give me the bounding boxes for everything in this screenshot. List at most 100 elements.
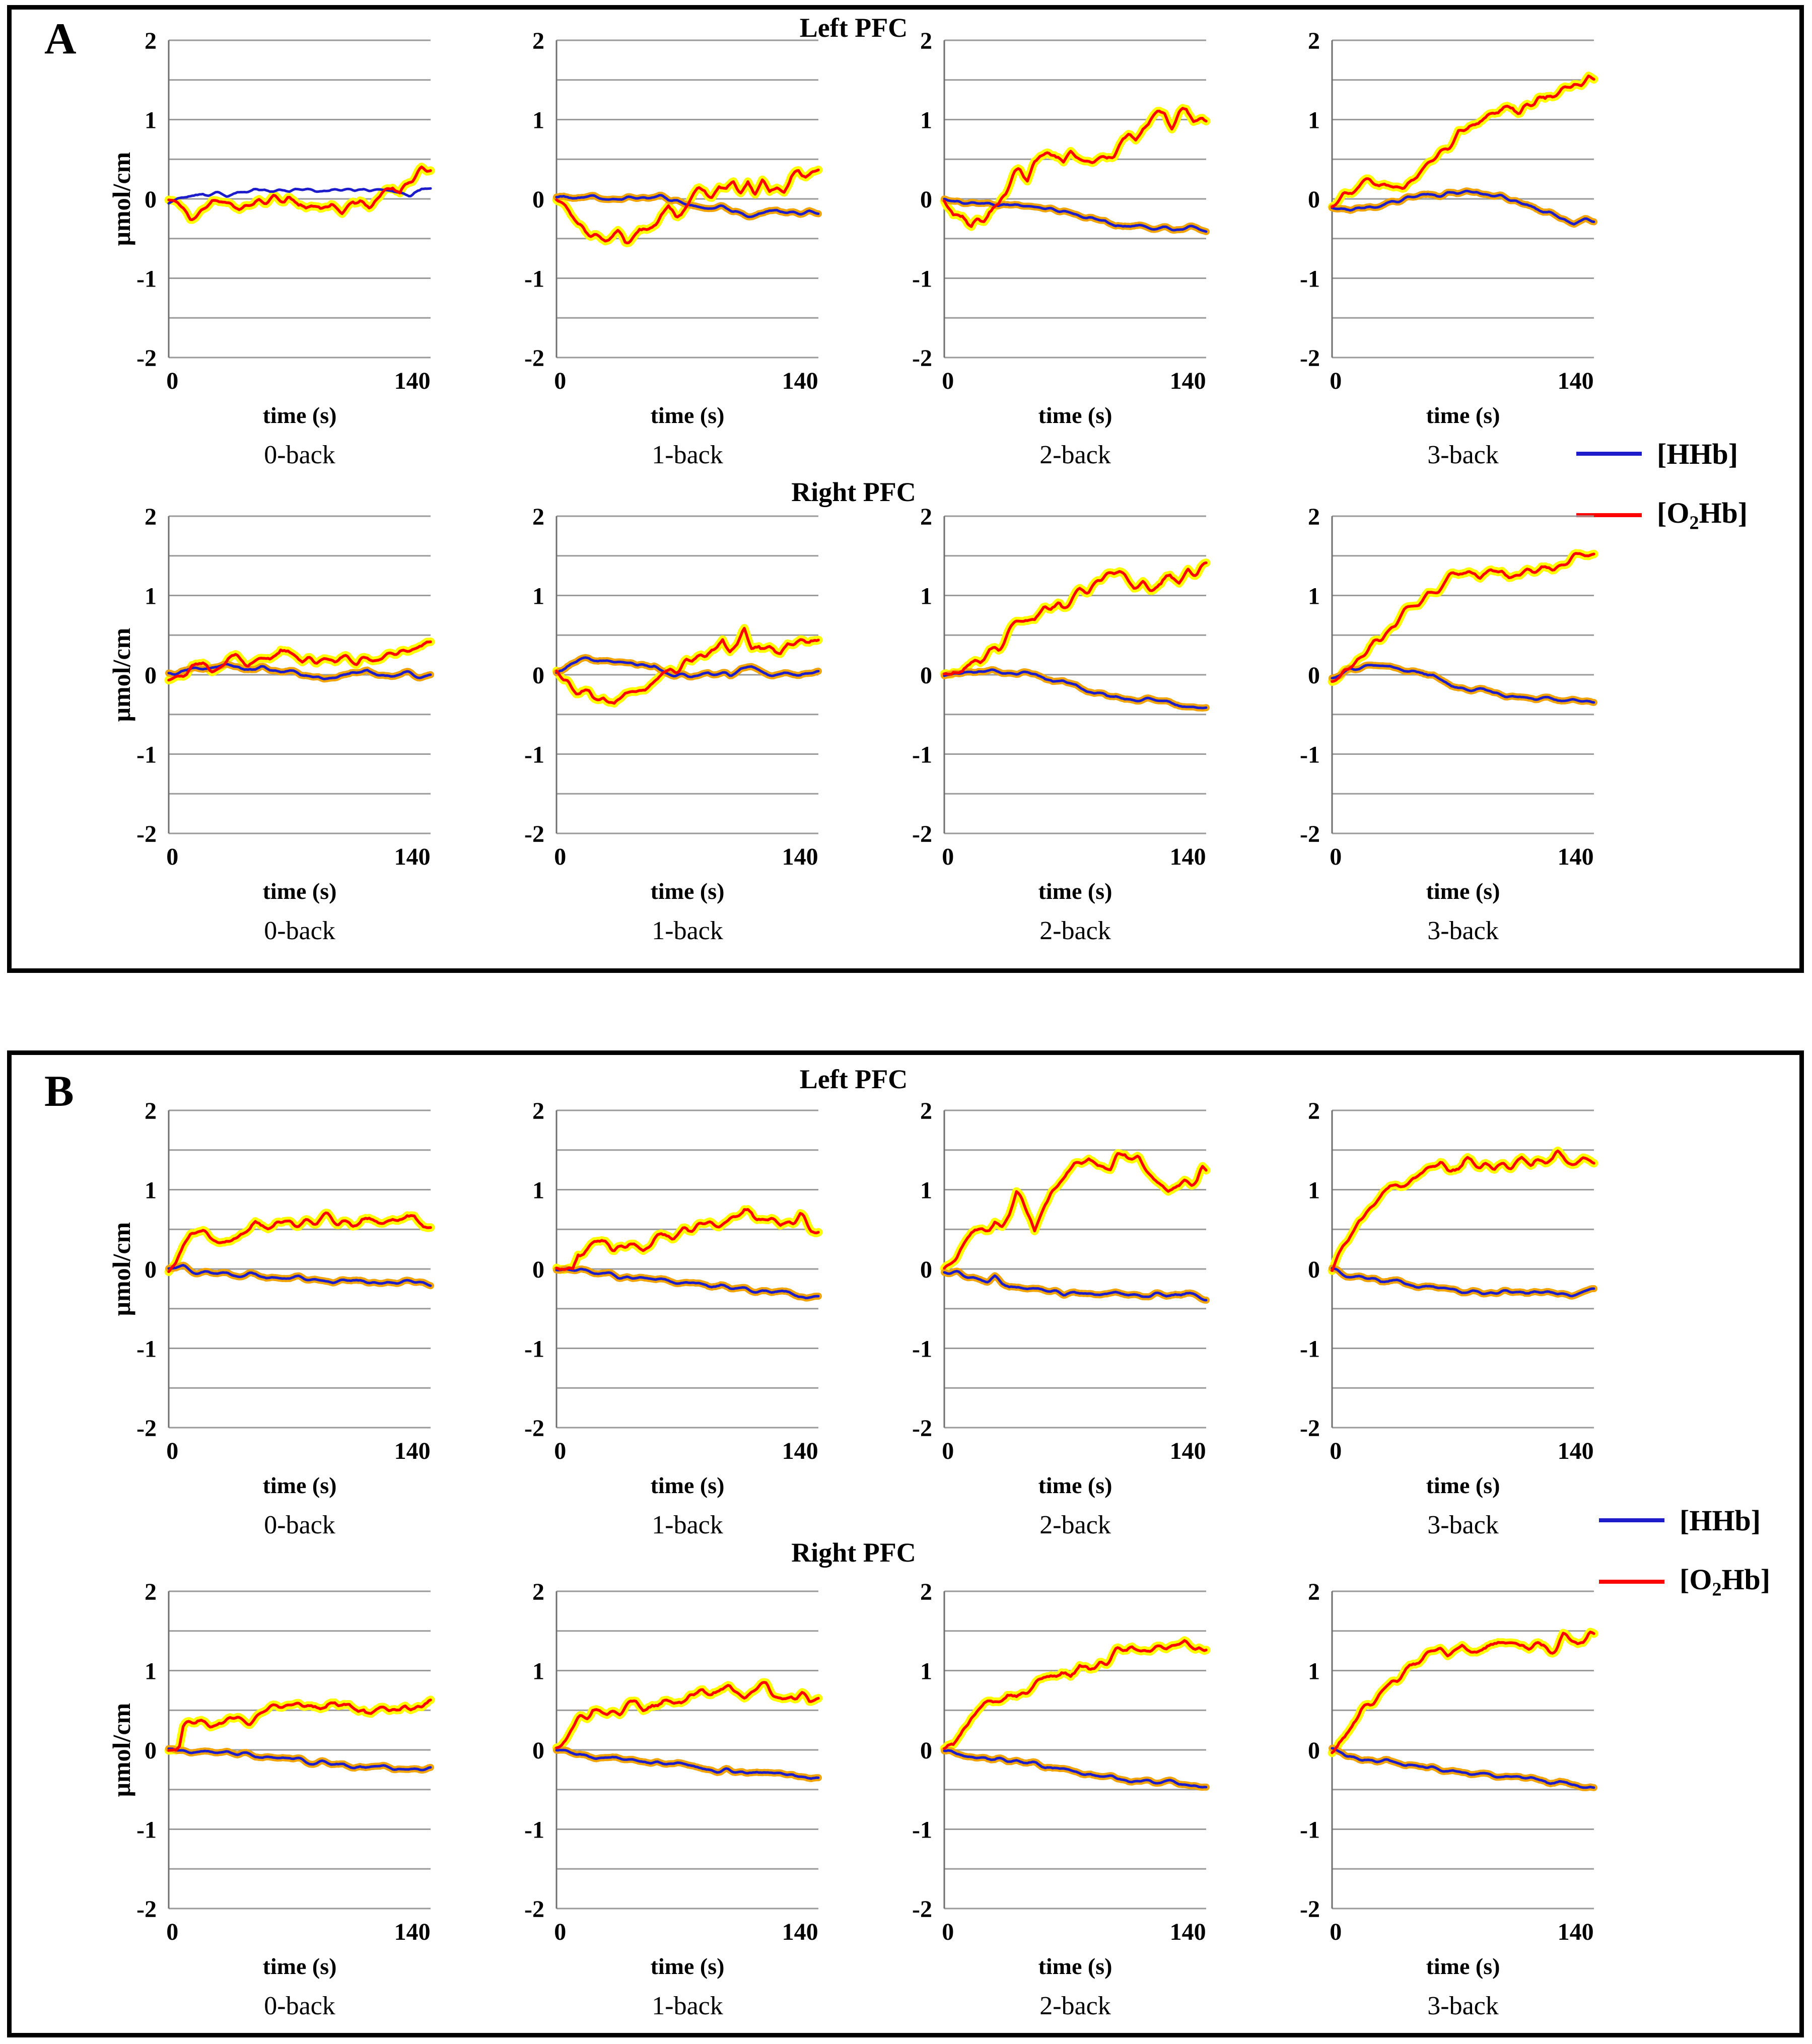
y-tick-label: 2: [532, 506, 544, 530]
o2hb-halo: [940, 1149, 1211, 1273]
y-tick-label: 1: [1308, 107, 1320, 134]
x-tick-label: 0: [942, 1438, 954, 1464]
y-tick-label: 0: [1308, 1737, 1320, 1764]
y-tick-label: 2: [920, 1581, 932, 1605]
chart-svg: 2 1 0 -1 -2 0 140 time (s) 3-back: [1300, 504, 1598, 945]
hhb-trace: [167, 663, 432, 680]
y-tick-label: -1: [1300, 1817, 1320, 1844]
o2hb-halo: [164, 1209, 435, 1276]
hhb-halo: [1329, 661, 1597, 706]
x-axis-label: time (s): [263, 402, 337, 428]
chart-b-right-pfc-1-back: 2 1 0 -1 -2 0 140 time (s) 1-back: [499, 1579, 851, 2027]
chart-svg: 2 1 0 -1 -2 0 140 time (s) 1-back: [524, 1579, 823, 2020]
y-tick-label: -1: [524, 1336, 544, 1363]
o2hb-trace: [555, 1681, 820, 1749]
o2hb-trace: [943, 1639, 1208, 1750]
legend-hhb-label: [HHb]: [1680, 1504, 1761, 1537]
y-tick-label: 1: [920, 107, 932, 134]
x-tick-label: 140: [1558, 843, 1594, 870]
chart-a-right-pfc-0-back: 2 1 0 -1 -2 0 140 time (s) 0-back μmol/cm: [107, 504, 463, 952]
x-axis-label: time (s): [651, 878, 725, 904]
y-tick-label: -2: [1300, 821, 1320, 848]
y-tick-label: -2: [912, 821, 932, 848]
x-tick-label: 0: [554, 368, 566, 394]
chart-svg: 2 1 0 -1 -2 0 140 time (s) 2-back: [912, 504, 1211, 945]
o2hb-trace: [167, 640, 432, 682]
y-tick-label: 0: [145, 662, 157, 689]
y-tick-label: 0: [920, 186, 932, 213]
panel-a-letter: A: [44, 15, 77, 63]
legend-hhb-label: [HHb]: [1657, 437, 1738, 470]
o2hb-trace: [943, 561, 1208, 676]
panel-b-left-pfc-title: Left PFC: [799, 1064, 908, 1094]
y-tick-label: 2: [920, 1100, 932, 1124]
x-axis-label: time (s): [1426, 1472, 1500, 1498]
legend-row-o2hb: [O2Hb]: [1576, 484, 1748, 546]
hhb-trace: [555, 1748, 820, 1780]
y-tick-label: 0: [920, 1737, 932, 1764]
y-tick-label: 2: [145, 1581, 157, 1605]
y-tick-label: 0: [145, 1737, 157, 1764]
chart-svg: 2 1 0 -1 -2 0 140 time (s) 0-back μmol/cm: [107, 1579, 435, 2020]
task-label: 1-back: [652, 441, 723, 469]
y-tick-label: 1: [920, 1658, 932, 1685]
o2hb-halo: [164, 163, 435, 224]
hhb-trace: [943, 1749, 1208, 1789]
x-tick-label: 0: [554, 843, 566, 870]
y-tick-label: -1: [524, 266, 544, 293]
hhb-trace: [167, 1747, 432, 1772]
x-tick-label: 140: [1558, 1919, 1594, 1945]
task-label: 2-back: [1039, 1992, 1110, 2020]
y-tick-label: -1: [1300, 266, 1320, 293]
y-tick-label: 0: [145, 186, 157, 213]
chart-svg: 2 1 0 -1 -2 0 140 time (s) 2-back: [912, 28, 1211, 469]
x-tick-label: 0: [166, 1919, 178, 1945]
y-tick-label: 1: [532, 583, 544, 610]
legend-row-hhb: [HHb]: [1599, 1490, 1770, 1551]
y-tick-label: -2: [524, 1415, 544, 1442]
hhb-trace: [555, 656, 820, 678]
y-tick-label: 0: [145, 1256, 157, 1283]
x-tick-label: 0: [166, 843, 178, 870]
panel-b-right-pfc-title: Right PFC: [791, 1537, 916, 1568]
x-tick-label: 140: [1558, 1438, 1594, 1464]
y-tick-label: -1: [524, 1817, 544, 1844]
x-tick-label: 140: [1170, 1438, 1206, 1464]
y-tick-label: -2: [912, 1415, 932, 1442]
x-tick-label: 140: [394, 368, 431, 394]
x-tick-label: 140: [782, 368, 818, 394]
chart-svg: 2 1 0 -1 -2 0 140 time (s) 0-back μmol/cm: [107, 28, 435, 469]
y-tick-label: 2: [920, 30, 932, 54]
x-tick-label: 140: [1170, 368, 1206, 394]
y-tick-label: 2: [145, 30, 157, 54]
y-tick-label: -1: [136, 742, 157, 768]
y-tick-label: 1: [145, 1658, 157, 1685]
y-axis-label: μmol/cm: [111, 1222, 135, 1316]
legend-o2hb-label: [O2Hb]: [1657, 497, 1748, 534]
x-tick-label: 0: [942, 843, 954, 870]
chart-svg: 2 1 0 -1 -2 0 140 time (s) 3-back: [1300, 1579, 1598, 2020]
hhb-trace: [943, 668, 1208, 710]
o2hb-halo: [940, 104, 1211, 231]
task-label: 2-back: [1039, 1511, 1110, 1539]
y-tick-label: 2: [1308, 30, 1320, 54]
task-label: 3-back: [1427, 917, 1498, 945]
chart-svg: 2 1 0 -1 -2 0 140 time (s) 1-back: [524, 1098, 823, 1539]
y-tick-label: 0: [920, 1256, 932, 1283]
y-tick-label: 1: [920, 583, 932, 610]
chart-svg: 2 1 0 -1 -2 0 140 time (s) 1-back: [524, 28, 823, 469]
x-tick-label: 140: [1170, 843, 1206, 870]
y-tick-label: 0: [532, 186, 544, 213]
o2hb-trace: [555, 626, 820, 705]
x-tick-label: 0: [1330, 843, 1342, 870]
task-label: 0-back: [264, 917, 335, 945]
y-tick-label: 0: [532, 662, 544, 689]
y-tick-label: 0: [532, 1256, 544, 1283]
chart-a-left-pfc-3-back: 2 1 0 -1 -2 0 140 time (s) 3-back: [1274, 28, 1627, 476]
task-label: 0-back: [264, 1992, 335, 2020]
y-tick-label: 0: [1308, 1256, 1320, 1283]
x-axis-label: time (s): [263, 878, 337, 904]
chart-b-left-pfc-3-back: 2 1 0 -1 -2 0 140 time (s) 3-back: [1274, 1098, 1627, 1546]
y-axis-label: μmol/cm: [111, 1703, 135, 1797]
y-tick-label: -1: [136, 1336, 157, 1363]
